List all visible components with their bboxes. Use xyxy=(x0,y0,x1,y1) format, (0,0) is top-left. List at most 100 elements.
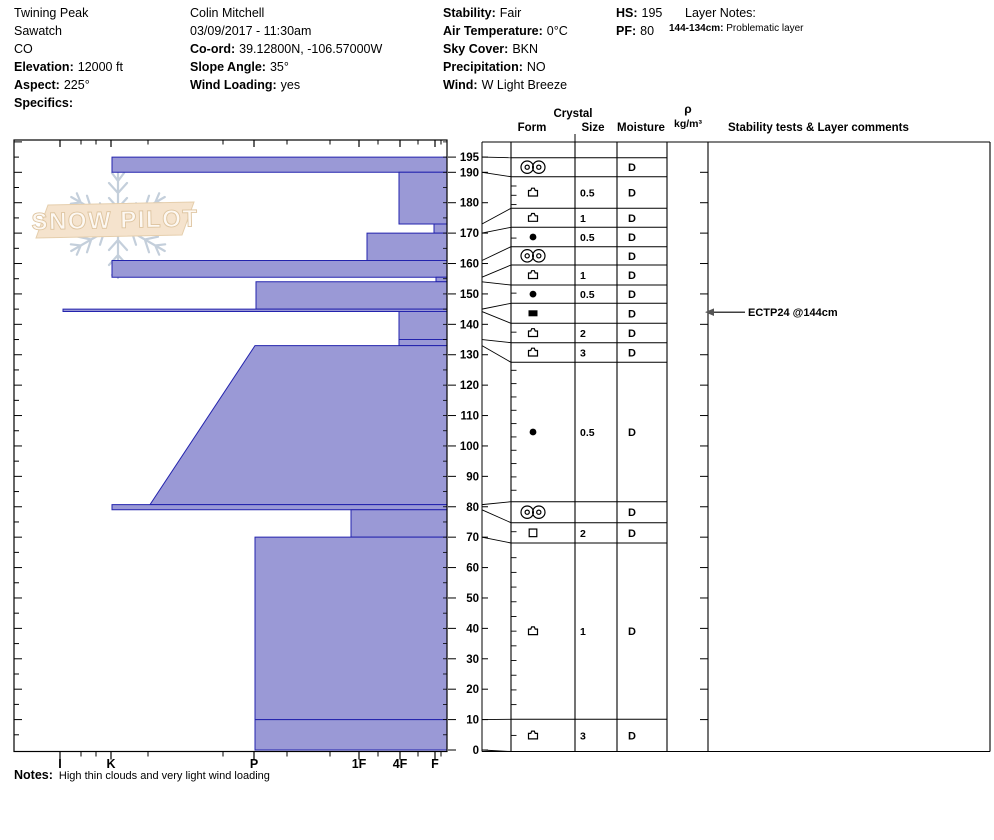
snow-layer-bar xyxy=(254,719,448,751)
grain-form-FCxr-icon xyxy=(527,270,539,280)
moisture-value: D xyxy=(628,507,636,519)
wind-label: Wind: xyxy=(443,78,478,92)
grain-size-value: 0.5 xyxy=(580,289,595,301)
grain-form-MFcr-icon xyxy=(520,505,546,519)
pf-label: PF: xyxy=(616,24,637,38)
grain-table-row: 0.5 D xyxy=(527,188,636,200)
grain-form-FCxr-icon xyxy=(527,347,539,357)
notes-label: Notes: xyxy=(14,768,53,782)
moisture-value: D xyxy=(628,251,636,263)
stability-line: Stability: Fair xyxy=(443,4,568,22)
elevation-value: 12000 ft xyxy=(77,60,123,74)
depth-axis-label: 40 xyxy=(466,623,479,635)
moisture-value: D xyxy=(628,528,636,540)
depth-axis-label: 130 xyxy=(460,350,479,362)
crystal-header: Crystal xyxy=(554,108,593,120)
snow-layer-bar xyxy=(398,311,448,341)
moisture-value: D xyxy=(628,730,636,742)
moisture-value: D xyxy=(628,213,636,225)
hardness-axis-label: P xyxy=(250,757,258,771)
layer-leader-line xyxy=(481,226,512,234)
layer-leader-line xyxy=(481,302,512,310)
elevation-label: Elevation: xyxy=(14,60,74,74)
grain-size-value: 1 xyxy=(580,626,586,638)
layer-leader-line xyxy=(481,345,512,363)
grain-form-RG-icon xyxy=(529,428,537,436)
hardness-axis-label: F xyxy=(431,757,439,771)
wind-loading-line: Wind Loading: yes xyxy=(190,76,382,94)
aspect-line: Aspect: 225° xyxy=(14,76,123,94)
grain-size-value: 1 xyxy=(580,213,586,225)
aspect-value: 225° xyxy=(63,78,90,92)
layer-note-line: 144-134cm: Problematic layer xyxy=(669,22,804,36)
precipitation-value: NO xyxy=(526,60,546,74)
layer-leader-line xyxy=(481,207,512,225)
coord-value: 39.12800N, -106.57000W xyxy=(239,42,383,56)
elevation-line: Elevation: 12000 ft xyxy=(14,58,123,76)
sky-cover-line: Sky Cover: BKN xyxy=(443,40,568,58)
header-layer-notes-block: Layer Notes: 144-134cm: Problematic laye… xyxy=(669,4,804,36)
sky-cover-value: BKN xyxy=(512,42,539,56)
depth-axis-label: 110 xyxy=(460,411,479,423)
coord-label: Co-ord: xyxy=(190,42,236,56)
density-units-header: kg/m³ xyxy=(674,118,703,130)
header-location-block: Twining Peak Sawatch CO Elevation: 12000 … xyxy=(14,4,123,112)
grain-table-row: 0.5 D xyxy=(529,289,636,301)
snowpilot-logo: SNOW PILOT xyxy=(31,168,199,280)
header-conditions-block: Stability: Fair Air Temperature: 0°C Sky C… xyxy=(443,4,568,94)
depth-axis-label: 20 xyxy=(466,684,479,696)
layer-leader-line xyxy=(481,281,512,286)
depth-axis-label: 30 xyxy=(466,654,479,666)
header-observer-block: Colin Mitchell 03/09/2017 - 11:30am Co-o… xyxy=(190,4,382,94)
depth-axis-label: 195 xyxy=(460,152,480,164)
layer-leader-line xyxy=(481,339,512,344)
air-temp-line: Air Temperature: 0°C xyxy=(443,22,568,40)
grain-size-value: 3 xyxy=(580,348,586,360)
slope-angle-value: 35° xyxy=(269,60,289,74)
moisture-value: D xyxy=(628,232,636,244)
hardness-axis-label: I xyxy=(58,757,61,771)
precipitation-line: Precipitation: NO xyxy=(443,58,568,76)
grain-table-rows: D0.5 D1 D0.5 D D1 D0.5 DD2 D3 D0.5 D D2 D1 D3 D xyxy=(520,160,636,742)
hardness-axis-label: 1F xyxy=(352,757,367,771)
hs-value: 195 xyxy=(641,6,663,20)
grain-form-FCxr-icon xyxy=(527,626,539,636)
hardness-bars xyxy=(62,156,448,751)
grain-form-MFcr-icon xyxy=(520,249,546,263)
layer-leader-line xyxy=(481,536,512,544)
layer-leader-line xyxy=(481,156,512,159)
layer-leader-line xyxy=(481,171,512,178)
grain-form-RG-icon xyxy=(529,290,537,298)
layer-leader-line xyxy=(481,246,512,261)
annotation-arrowhead xyxy=(705,308,714,316)
depth-axis-label: 180 xyxy=(460,198,479,210)
snow-layer-bar xyxy=(111,259,448,278)
depth-axis-label: 80 xyxy=(466,502,479,514)
hardness-axis-label: K xyxy=(106,757,115,771)
slope-angle-line: Slope Angle: 35° xyxy=(190,58,382,76)
grain-form-FC-icon xyxy=(528,528,538,538)
grain-size-value: 2 xyxy=(580,328,586,340)
pf-line: PF: 80 xyxy=(616,22,662,40)
slope-angle-label: Slope Angle: xyxy=(190,60,266,74)
depth-axis-label: 90 xyxy=(466,471,479,483)
moisture-value: D xyxy=(628,289,636,301)
grain-form-FCxr-icon xyxy=(527,730,539,740)
observation-datetime: 03/09/2017 - 11:30am xyxy=(190,24,312,38)
specifics-line: Specifics: xyxy=(14,94,123,112)
moisture-value: D xyxy=(628,328,636,340)
moisture-value: D xyxy=(628,348,636,360)
moisture-value: D xyxy=(628,308,636,320)
depth-axis: 0 10 20 30 40 50 60 70 80 90 100 110 120 130 140 150 160… xyxy=(448,142,512,757)
snow-layer-bar xyxy=(366,232,448,261)
hardness-axis-label: 4F xyxy=(393,757,408,771)
sky-cover-label: Sky Cover: xyxy=(443,42,509,56)
depth-axis-label: 60 xyxy=(466,563,479,575)
